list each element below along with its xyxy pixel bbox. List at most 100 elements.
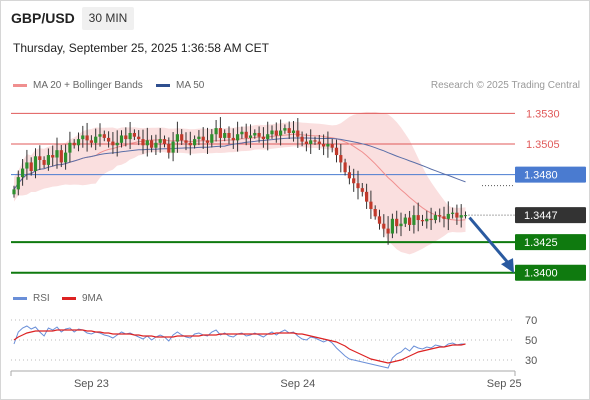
candle-body <box>98 134 102 137</box>
candle-body <box>296 130 300 137</box>
candle-body <box>210 134 214 143</box>
candle-body <box>322 144 326 147</box>
level-label-1.3480: 1.3480 <box>524 170 558 182</box>
candle-body <box>244 131 248 138</box>
candle-body <box>291 130 296 133</box>
candle-body <box>356 183 360 189</box>
candle-body <box>326 144 330 147</box>
candle-body <box>201 136 205 141</box>
candle-body <box>76 139 81 146</box>
candle-body <box>309 140 313 145</box>
candle-body <box>455 212 459 218</box>
candle-body <box>408 217 412 225</box>
candle-body <box>162 139 167 145</box>
candle-body <box>377 216 382 224</box>
candle-body <box>137 136 141 140</box>
legend-ma20: MA 20 + Bollinger Bands <box>13 80 143 91</box>
candle-body <box>12 189 16 195</box>
legend-ma20-label: MA 20 + Bollinger Bands <box>33 80 143 91</box>
timeframe-badge[interactable]: 30 MIN <box>82 7 134 30</box>
level-tag-1.3480 <box>515 166 586 183</box>
candle-body <box>463 215 468 217</box>
candle-body <box>403 217 407 224</box>
candle-body <box>102 134 106 138</box>
candle-body <box>193 139 197 146</box>
candle-body <box>300 136 304 142</box>
candle-body <box>386 228 390 234</box>
ma50-line <box>13 137 466 190</box>
candle-body <box>227 133 231 138</box>
candle-body <box>343 162 347 173</box>
candle-body <box>236 134 240 141</box>
candle-body <box>175 134 179 142</box>
level-tag-1.3400 <box>515 264 586 281</box>
candle-body <box>38 156 42 160</box>
candle-body <box>124 135 128 140</box>
candle-body <box>94 136 98 143</box>
candle-body <box>21 168 25 178</box>
candle-body <box>72 142 76 146</box>
candle-body <box>274 130 278 136</box>
rsi-tick-50: 50 <box>525 335 537 347</box>
copyright-label: Research © 2025 Trading Central <box>430 80 580 91</box>
candle-body <box>171 141 175 153</box>
candle-body <box>197 136 201 140</box>
candle-body <box>33 156 38 171</box>
candle-body <box>360 188 364 192</box>
candle-body <box>317 141 321 145</box>
candle-body <box>158 139 162 143</box>
candle-body <box>369 201 373 209</box>
candle-body <box>287 128 291 133</box>
candle-body <box>283 128 287 131</box>
ma50-swatch-icon <box>156 84 170 87</box>
candle-body <box>16 177 20 190</box>
candle-body <box>214 128 218 135</box>
candle-body <box>184 140 188 143</box>
legend-rsi: RSI <box>13 293 50 304</box>
rsi-line <box>13 325 466 369</box>
rsi-swatch-icon <box>13 297 27 300</box>
candle-body <box>188 142 192 146</box>
candle-body <box>218 128 222 138</box>
candle-body <box>266 134 270 140</box>
candle-body <box>46 155 50 165</box>
bollinger-band-fill <box>14 111 466 255</box>
candle-body <box>304 141 308 145</box>
level-label-1.3530: 1.3530 <box>526 108 560 120</box>
level-label-1.3400: 1.3400 <box>524 268 558 280</box>
candle-body <box>270 130 274 135</box>
candle-body <box>68 142 72 153</box>
candle-body <box>261 136 265 140</box>
candle-body <box>257 133 261 137</box>
candle-body <box>433 215 437 221</box>
x-tick-label: Sep 23 <box>74 378 109 390</box>
candle-body <box>442 216 446 219</box>
candle-body <box>240 131 244 135</box>
ma20-swatch-icon <box>13 84 27 87</box>
candle-body <box>438 215 442 217</box>
legend-9ma: 9MA <box>62 293 103 304</box>
candle-body <box>231 137 235 141</box>
candle-body <box>395 218 399 227</box>
candle-body <box>412 215 416 225</box>
rsi-9ma-line <box>13 329 466 364</box>
candle-body <box>59 150 63 163</box>
candle-body <box>128 133 132 140</box>
candle-body <box>167 144 171 153</box>
level-tag-1.3447 <box>515 207 586 224</box>
rsi-tick-70: 70 <box>525 315 537 327</box>
candle-body <box>29 162 33 171</box>
candle-body <box>150 140 154 148</box>
forecast-arrow-shaft <box>468 216 512 267</box>
level-label-1.3425: 1.3425 <box>524 237 558 249</box>
candle-body <box>51 155 55 158</box>
candle-body <box>390 218 394 234</box>
candle-body <box>25 162 29 169</box>
candle-body <box>223 133 227 138</box>
candle-body <box>141 139 145 146</box>
candle-body <box>339 155 343 163</box>
rsi-tick-30: 30 <box>525 355 537 367</box>
candle-body <box>399 223 403 227</box>
symbol-title: GBP/USD <box>11 10 75 26</box>
candle-body <box>425 218 429 222</box>
